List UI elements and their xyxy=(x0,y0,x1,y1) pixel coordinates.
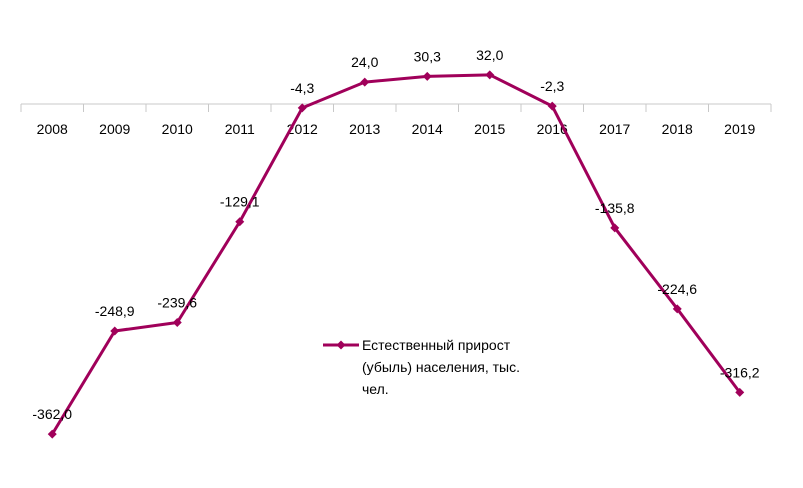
x-tick-label-2010: 2010 xyxy=(162,121,193,137)
data-point-2012 xyxy=(297,103,307,113)
x-tick-label-2019: 2019 xyxy=(724,121,755,137)
data-label-2018: -224,6 xyxy=(657,281,697,297)
data-label-2019: -316,2 xyxy=(720,364,760,380)
legend-marker xyxy=(336,340,346,350)
data-point-2019 xyxy=(735,387,745,397)
x-tick-label-2017: 2017 xyxy=(599,121,630,137)
legend-text-line: (убыль) населения, тыс. xyxy=(362,359,520,375)
data-label-2014: 30,3 xyxy=(414,48,441,64)
x-axis: 2008 2009 2010 2011 2012 2013 2014 2015 2016 2017… xyxy=(20,103,772,137)
data-point-2010 xyxy=(172,318,182,328)
legend-text-line: Естественный прирост xyxy=(362,337,511,353)
x-tick-label-2008: 2008 xyxy=(37,121,68,137)
data-label-2008: -362,0 xyxy=(32,406,72,422)
x-tick-label-2011: 2011 xyxy=(225,121,255,137)
x-tick-label-2015: 2015 xyxy=(474,121,505,137)
data-label-2015: 32,0 xyxy=(476,47,503,63)
x-tick-label-2013: 2013 xyxy=(349,121,380,137)
data-label-2013: 24,0 xyxy=(351,54,378,70)
data-label-2017: -135,8 xyxy=(595,200,635,216)
data-label-2012: -4,3 xyxy=(290,80,314,96)
x-tick-label-2016: 2016 xyxy=(537,121,568,137)
series-line xyxy=(50,73,741,435)
data-label-2009: -248,9 xyxy=(95,303,135,319)
legend: Естественный прирост (убыль) населения, т… xyxy=(323,337,520,397)
x-tick-label-2018: 2018 xyxy=(662,121,693,137)
data-point-2015 xyxy=(485,70,495,80)
data-label-2016: -2,3 xyxy=(540,78,564,94)
legend-text-line: чел. xyxy=(362,381,389,397)
data-point-2013 xyxy=(360,77,370,87)
data-point-2014 xyxy=(422,71,432,81)
data-point-2011 xyxy=(235,217,245,227)
data-labels: -362,0 -248,9 -239,6 -129,1 -4,3 24,0 30,3 32,0… xyxy=(32,47,759,422)
data-point-2016 xyxy=(547,101,557,111)
data-label-2010: -239,6 xyxy=(157,295,197,311)
x-tick-label-2014: 2014 xyxy=(412,121,443,137)
data-label-2011: -129,1 xyxy=(220,194,260,210)
data-point-2018 xyxy=(672,304,682,314)
series-natural-growth xyxy=(47,70,745,439)
data-point-2008 xyxy=(47,429,57,439)
data-point-2009 xyxy=(110,326,120,336)
x-tick-label-2009: 2009 xyxy=(99,121,130,137)
data-point-2017 xyxy=(610,223,620,233)
